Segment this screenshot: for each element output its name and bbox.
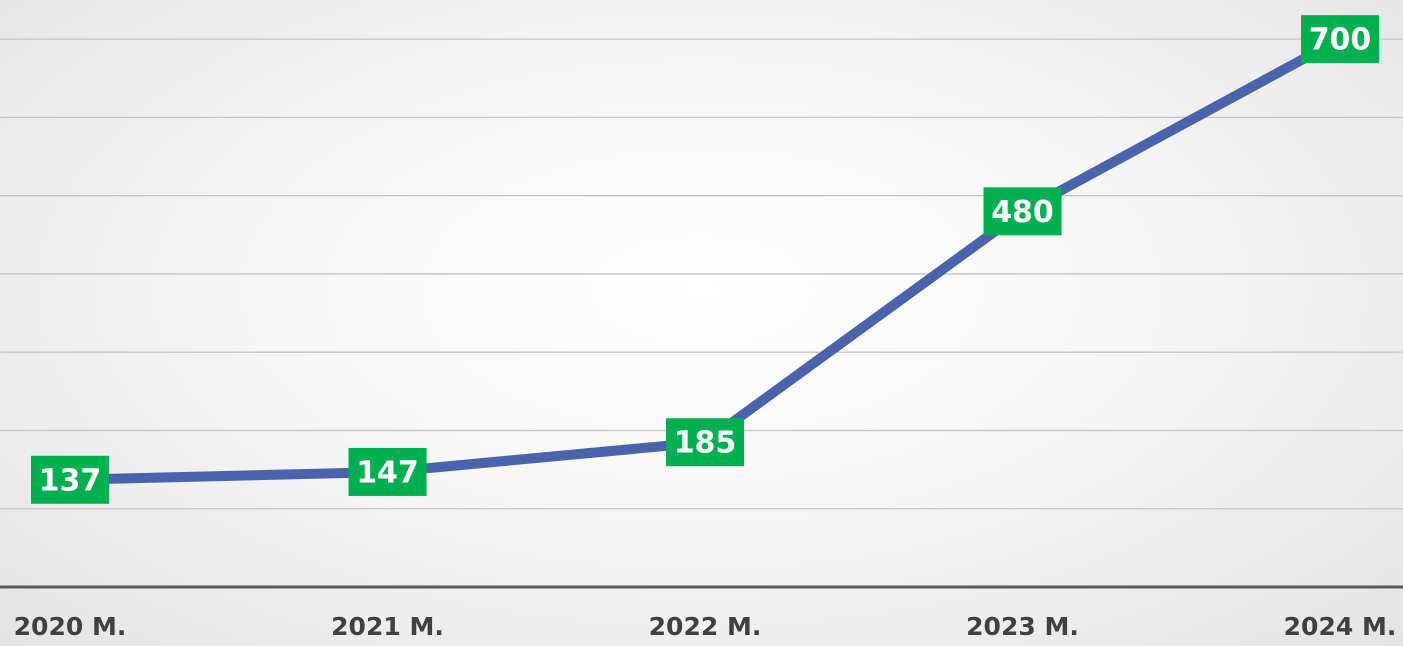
x-tick-label: 2022 M.	[649, 612, 762, 641]
x-tick-label: 2020 M.	[14, 612, 127, 641]
data-label: 185	[674, 426, 737, 461]
data-label: 700	[1309, 23, 1372, 58]
data-label-box	[1301, 15, 1379, 64]
data-label-box	[666, 418, 744, 467]
data-label-box	[348, 447, 427, 496]
data-label-box	[983, 187, 1062, 236]
data-label: 147	[356, 455, 419, 490]
x-tick-label: 2023 M.	[966, 612, 1079, 641]
x-tick-label: 2024 M.	[1284, 612, 1397, 641]
data-line	[69, 34, 1343, 485]
data-label: 480	[991, 195, 1054, 230]
data-label-box	[31, 455, 109, 504]
data-label: 137	[39, 463, 102, 498]
x-tick-label: 2021 M.	[331, 612, 444, 641]
